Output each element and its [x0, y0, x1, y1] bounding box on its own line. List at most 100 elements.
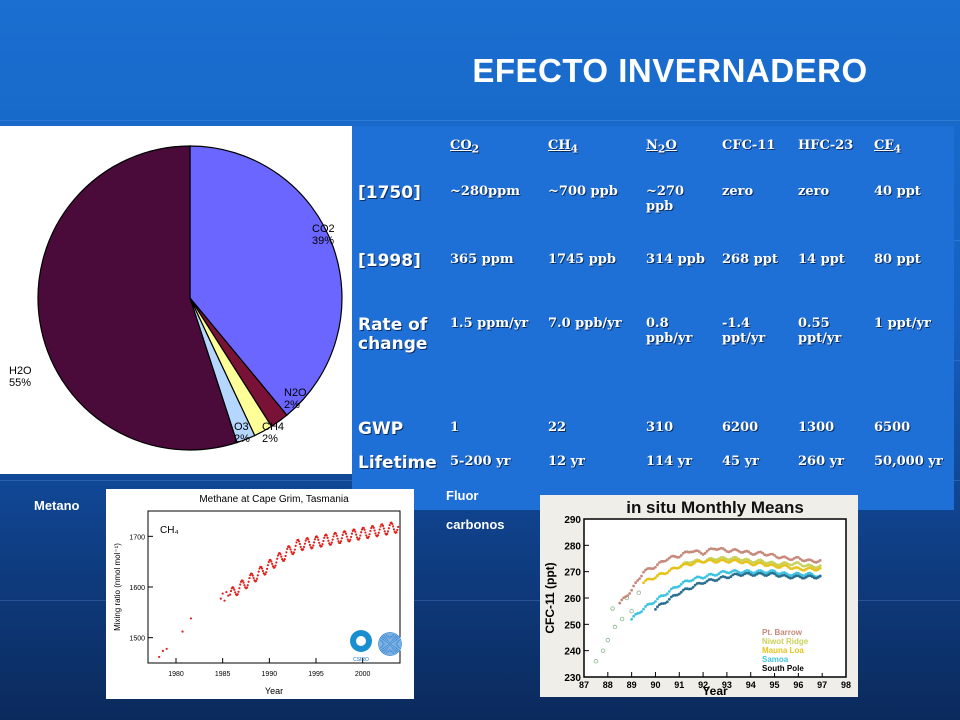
x-tick-label: 95 — [770, 680, 780, 690]
data-point — [751, 560, 755, 564]
table-cell: 365 ppm — [450, 252, 514, 267]
slide-title: EFECTO INVERNADERO — [472, 52, 868, 89]
data-point — [303, 542, 306, 545]
table-cell: zero — [798, 184, 830, 199]
data-point — [284, 554, 287, 558]
data-point — [326, 536, 329, 539]
data-point — [691, 585, 695, 589]
data-point — [705, 579, 709, 583]
data-point — [369, 529, 372, 533]
table-cell: 40 ppt — [874, 184, 921, 199]
x-tick-label: 91 — [674, 680, 684, 690]
row-label: Lifetime — [358, 453, 437, 473]
data-point — [273, 566, 276, 569]
data-point — [265, 571, 268, 574]
data-point — [638, 577, 641, 581]
data-point — [260, 567, 264, 570]
data-point — [642, 607, 645, 611]
data-point — [318, 541, 321, 544]
data-point — [236, 593, 239, 596]
data-point — [379, 525, 382, 528]
data-point — [751, 574, 755, 577]
data-point — [181, 630, 184, 633]
y-tick-label: 290 — [564, 515, 581, 526]
data-point — [270, 560, 273, 563]
data-point — [373, 529, 376, 532]
data-point — [255, 577, 259, 580]
data-point — [735, 548, 739, 552]
data-point — [289, 548, 292, 551]
data-point — [286, 547, 289, 551]
data-point — [276, 554, 280, 557]
data-point — [757, 558, 761, 562]
data-point — [308, 543, 312, 546]
data-point — [761, 551, 765, 555]
data-point — [234, 591, 237, 594]
data-point — [341, 533, 344, 537]
data-point — [654, 576, 657, 580]
data-point — [334, 532, 338, 535]
data-point — [367, 535, 370, 538]
data-point — [713, 558, 717, 562]
data-point — [619, 616, 625, 622]
data-point — [247, 580, 250, 583]
data-point — [245, 586, 249, 589]
table-cell: 6500 — [874, 420, 911, 435]
col-header-n2o: N2O — [646, 138, 677, 156]
pie-label-pct: 2% — [284, 399, 300, 411]
data-point — [332, 535, 335, 538]
table-cell: 5-200 yr — [450, 454, 511, 469]
data-point — [618, 601, 622, 605]
data-point — [644, 568, 647, 572]
data-point — [320, 545, 323, 548]
data-point — [632, 584, 636, 588]
caption-carbonos: carbonos — [446, 517, 505, 532]
x-tick-label: 98 — [841, 680, 851, 690]
pie-label: CH4 — [262, 421, 284, 433]
data-point — [660, 602, 663, 605]
data-point — [316, 536, 319, 539]
data-point — [295, 541, 298, 544]
data-point — [302, 548, 305, 551]
data-point — [644, 579, 647, 583]
data-point — [656, 605, 659, 609]
row-label: [1750] — [358, 183, 421, 203]
legend-entry: South Pole — [762, 664, 804, 673]
data-point — [376, 534, 380, 537]
data-point — [656, 574, 659, 578]
data-point — [703, 581, 707, 585]
table-cell: 0.8 ppb/yr — [646, 316, 693, 346]
data-point — [364, 531, 367, 534]
data-point — [761, 559, 765, 563]
data-point — [283, 557, 286, 561]
col-header-ch4: CH4 — [548, 138, 579, 156]
data-point — [810, 573, 814, 576]
y-tick-label: 250 — [564, 620, 581, 631]
methane-chart-title: Methane at Cape Grim, Tasmania — [199, 494, 349, 505]
data-point — [669, 587, 673, 591]
data-point — [739, 558, 743, 562]
data-point — [757, 550, 761, 554]
data-point — [243, 584, 246, 587]
table-cell: 314 ppb — [646, 252, 705, 267]
data-point — [368, 533, 371, 536]
table-cell: 1300 — [798, 420, 835, 435]
data-point — [677, 555, 681, 559]
data-point — [663, 601, 667, 605]
data-point — [397, 525, 400, 528]
table-cell: zero — [722, 184, 754, 199]
table-cell: 1745 ppb — [548, 252, 616, 267]
y-tick-label: 270 — [564, 568, 581, 579]
data-point — [349, 538, 352, 541]
data-point — [325, 534, 328, 537]
data-point — [789, 567, 792, 570]
data-point — [233, 588, 236, 591]
data-point — [290, 550, 293, 554]
data-point — [747, 560, 751, 564]
data-point — [313, 538, 317, 541]
table-row: GWP 1 22 310 6200 1300 6500 — [352, 414, 954, 448]
data-point — [344, 530, 347, 533]
data-point — [388, 524, 391, 527]
table-cell: 1 — [450, 420, 460, 435]
data-point — [699, 551, 703, 555]
